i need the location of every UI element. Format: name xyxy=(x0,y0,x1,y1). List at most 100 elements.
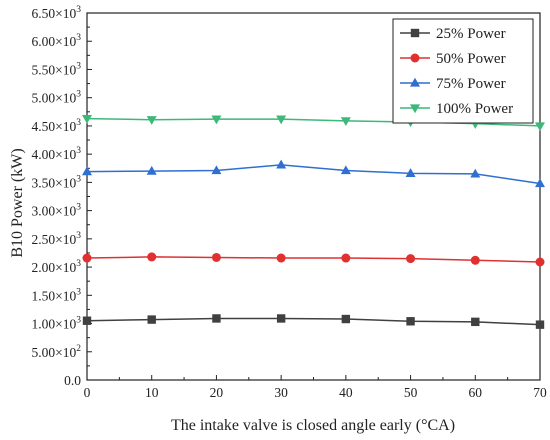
series-2 xyxy=(82,252,545,267)
point-marker xyxy=(535,320,545,329)
point-marker xyxy=(340,117,351,127)
y-tick-mantissa: 6.00×10 xyxy=(32,34,77,49)
y-tick-mantissa: 4.50×10 xyxy=(32,119,77,134)
legend-item: 50% Power xyxy=(400,51,506,67)
y-tick-label: 2.00×103 xyxy=(32,259,82,275)
y-tick-mantissa: 2.00×10 xyxy=(32,260,77,275)
point-marker xyxy=(535,122,545,132)
y-tick-mantissa: 4.00×10 xyxy=(32,147,77,162)
y-tick-label: 3.50×103 xyxy=(32,174,82,190)
legend: 25% Power 50% Power 75% Power 100% Power xyxy=(392,18,534,124)
point-marker xyxy=(535,178,545,188)
point-marker xyxy=(211,252,221,262)
x-tick-label: 0 xyxy=(84,385,91,400)
y-tick-mantissa: 5.00×10 xyxy=(32,345,77,360)
legend-label: 25% Power xyxy=(436,26,506,42)
point-marker xyxy=(276,253,286,263)
y-tick-mantissa: 1.00×10 xyxy=(32,317,77,332)
y-tick-exponent: 2 xyxy=(76,344,81,354)
y-tick-label: 6.00×103 xyxy=(32,33,82,49)
y-tick-exponent: 3 xyxy=(76,287,81,297)
x-tick-label: 20 xyxy=(210,385,224,400)
y-tick-mantissa: 5.50×10 xyxy=(32,62,77,77)
point-marker xyxy=(535,257,545,267)
point-marker xyxy=(341,314,351,324)
y-tick-label: 5.50×103 xyxy=(32,61,82,77)
point-marker xyxy=(276,314,286,323)
y-tick-label: 0.0 xyxy=(64,373,81,388)
point-marker xyxy=(212,314,221,323)
point-marker xyxy=(406,317,415,326)
point-marker xyxy=(340,165,351,175)
point-marker xyxy=(276,159,287,169)
point-marker xyxy=(82,166,92,176)
point-marker xyxy=(211,165,222,175)
y-tick-exponent: 3 xyxy=(76,174,81,184)
y-tick-mantissa: 5.00×10 xyxy=(32,91,77,106)
y-tick-exponent: 3 xyxy=(76,203,81,213)
y-tick-exponent: 3 xyxy=(76,90,81,100)
y-tick-mantissa: 2.50×10 xyxy=(32,232,77,247)
point-marker xyxy=(147,252,157,262)
y-tick-label: 1.00×103 xyxy=(32,316,82,332)
x-tick-label: 40 xyxy=(339,385,353,400)
series-1 xyxy=(82,314,545,329)
series-layer xyxy=(82,114,545,329)
y-tick-label: 2.50×103 xyxy=(32,231,82,247)
legend-item: 25% Power xyxy=(400,26,506,42)
y-axis-title: B10 Power (kW) xyxy=(9,148,26,257)
legend-item: 100% Power xyxy=(400,101,513,117)
series-line xyxy=(86,164,541,185)
point-marker xyxy=(341,253,351,263)
point-marker xyxy=(406,254,416,264)
y-tick-exponent: 3 xyxy=(76,61,81,71)
point-marker xyxy=(410,53,420,63)
y-tick-label: 5.00×103 xyxy=(32,90,82,106)
legend-label: 75% Power xyxy=(436,76,506,92)
y-tick-exponent: 3 xyxy=(76,118,81,128)
point-marker xyxy=(410,28,420,38)
point-marker xyxy=(82,316,92,325)
y-tick-exponent: 3 xyxy=(76,231,81,241)
x-axis: 0 10 20 30 40 50 60 70 xyxy=(84,375,547,400)
point-marker xyxy=(410,77,420,87)
point-marker xyxy=(471,317,480,327)
y-tick-exponent: 3 xyxy=(76,33,81,43)
y-tick-label: 3.00×103 xyxy=(32,203,82,219)
series-3 xyxy=(82,159,545,188)
y-tick-exponent: 3 xyxy=(76,316,81,326)
legend-label: 100% Power xyxy=(436,101,513,117)
x-tick-label: 10 xyxy=(145,385,159,400)
series-line xyxy=(86,256,541,263)
x-tick-label: 60 xyxy=(469,385,483,400)
y-tick-label: 4.00×103 xyxy=(32,146,82,162)
y-tick-label: 5.00×102 xyxy=(32,344,82,360)
point-marker xyxy=(211,115,222,125)
series-line xyxy=(86,317,541,326)
point-marker xyxy=(146,165,157,175)
point-marker xyxy=(82,253,92,263)
y-axis: 0.05.00×1021.00×1031.50×1032.00×1032.50×… xyxy=(32,5,92,388)
point-marker xyxy=(276,115,287,125)
point-marker xyxy=(147,315,156,324)
y-tick-exponent: 3 xyxy=(76,259,81,269)
y-tick-exponent: 3 xyxy=(76,146,81,156)
point-marker xyxy=(405,168,416,177)
x-tick-label: 70 xyxy=(533,385,547,400)
point-marker xyxy=(146,116,157,125)
point-marker xyxy=(470,255,480,265)
y-tick-mantissa: 3.00×10 xyxy=(32,204,77,219)
x-tick-label: 50 xyxy=(404,385,418,400)
y-tick-label: 4.50×103 xyxy=(32,118,82,134)
legend-label: 50% Power xyxy=(436,51,506,67)
y-tick-mantissa: 3.50×10 xyxy=(32,175,77,190)
legend-item: 75% Power xyxy=(400,76,506,92)
point-marker xyxy=(82,114,92,124)
y-tick-mantissa: 1.50×10 xyxy=(32,288,77,303)
y-tick-label: 6.50×103 xyxy=(32,5,82,21)
point-marker xyxy=(410,104,420,114)
point-marker xyxy=(470,168,481,178)
y-tick-label: 1.50×103 xyxy=(32,287,82,303)
y-tick-exponent: 3 xyxy=(76,5,81,15)
